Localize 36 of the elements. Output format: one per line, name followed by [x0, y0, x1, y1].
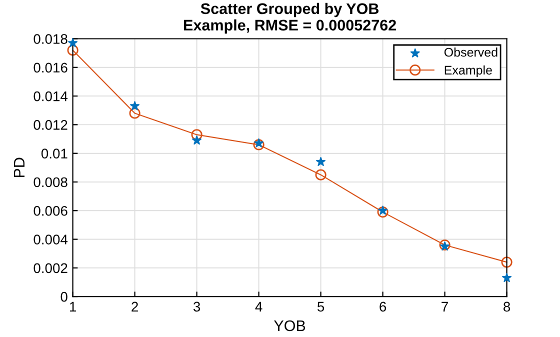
point [254, 138, 264, 148]
point [67, 44, 78, 56]
point [377, 206, 388, 218]
x-tick-label: 3 [193, 302, 200, 312]
point [192, 135, 202, 145]
x-axis-title: YOB [274, 320, 306, 332]
y-tick-label: 0.006 [34, 206, 68, 216]
y-tick-label: 0.01 [41, 148, 68, 159]
point [253, 139, 264, 150]
x-tick-label: 7 [442, 302, 448, 312]
point [501, 256, 512, 268]
x-tick-label: 8 [504, 302, 510, 312]
x-tick-label: 2 [132, 302, 138, 312]
y-tick-label: 0.012 [34, 120, 68, 130]
point [129, 108, 140, 119]
y-axis-title: PD [14, 158, 24, 178]
y-tick-label: 0.018 [34, 34, 68, 44]
y-tick-label: 0.002 [34, 263, 68, 274]
point [68, 38, 78, 48]
y-tick-label: 0.014 [34, 91, 68, 102]
point [502, 272, 512, 282]
legend-label: Observed [444, 48, 498, 57]
x-tick-label: 1 [70, 302, 76, 312]
point [316, 156, 326, 166]
legend-label: Example [444, 65, 492, 78]
point [378, 206, 388, 215]
y-tick-label: 0 [60, 292, 68, 302]
y-tick-label: 0.004 [34, 234, 68, 244]
x-tick-label: 6 [380, 302, 386, 312]
point [315, 169, 326, 180]
y-tick-label: 0.016 [34, 62, 68, 73]
x-tick-label: 5 [317, 302, 324, 312]
chart-title: Scatter Grouped by YOB Example, RMSE = 0.00052762 [184, 2, 396, 34]
y-tick-label: 0.008 [34, 177, 68, 188]
point [130, 101, 140, 110]
x-tick-label: 4 [255, 302, 262, 312]
